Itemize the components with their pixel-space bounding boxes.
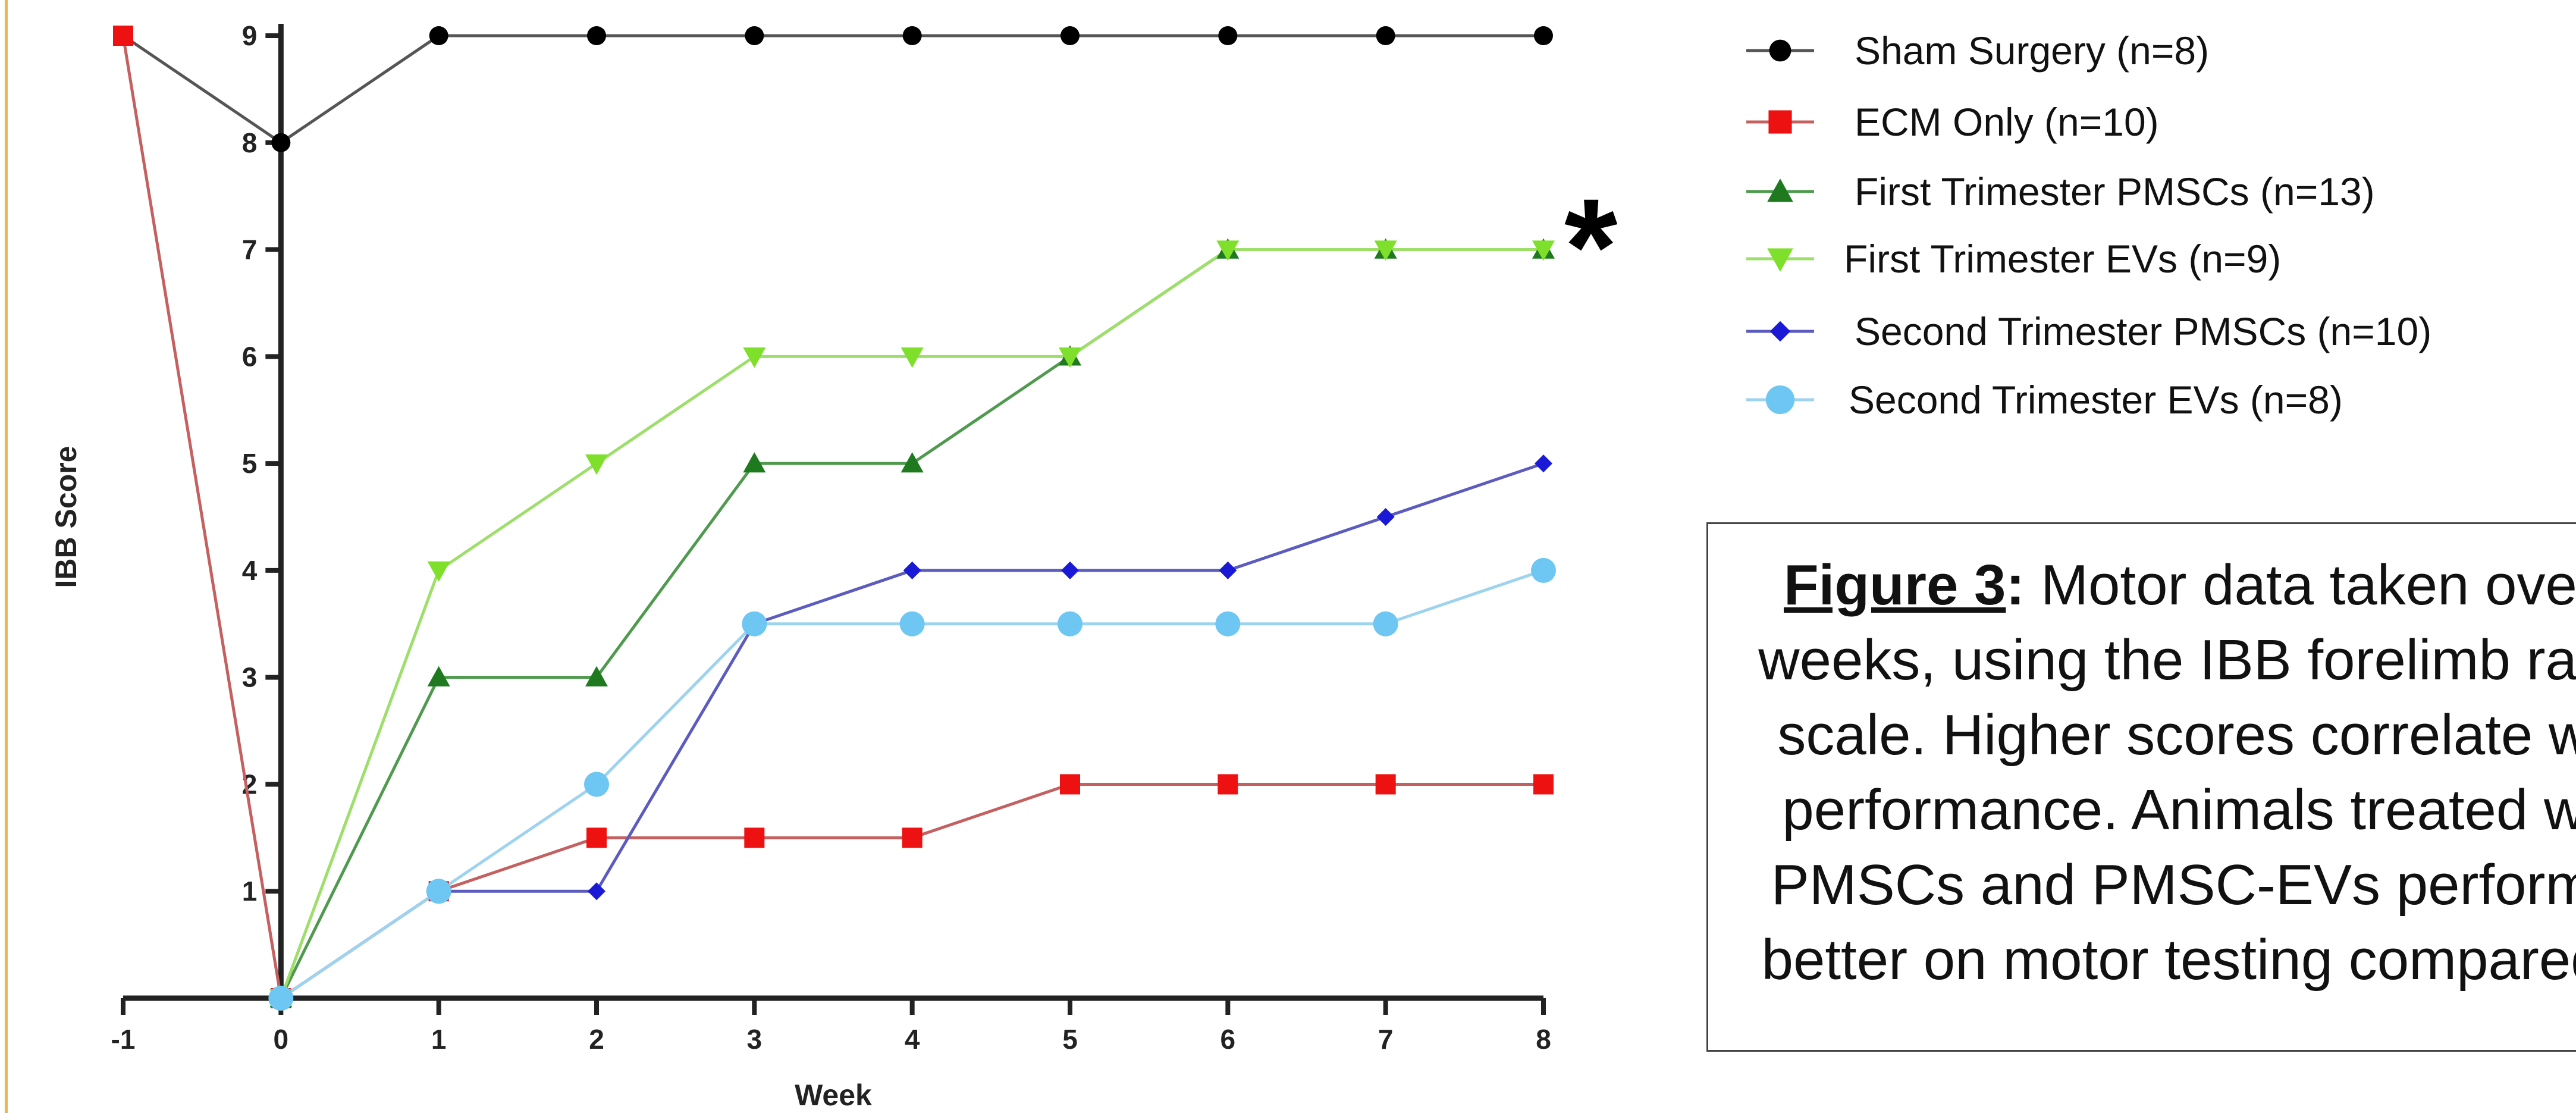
x-tick-label: -1: [111, 1024, 136, 1055]
figure-caption-colon: :: [2006, 553, 2025, 617]
data-point-series-4: [1061, 561, 1079, 579]
figure-caption-label: Figure 3: [1784, 553, 2006, 617]
data-point-series-0: [1218, 26, 1238, 45]
data-point-series-4: [903, 561, 921, 579]
legend-marker: [1769, 321, 1791, 342]
x-tick-label: 0: [274, 1024, 289, 1055]
significance-asterisk: *: [1564, 170, 1618, 323]
data-point-series-5: [584, 772, 609, 797]
data-point-series-3: [1216, 240, 1240, 261]
page-frame-line: [5, 0, 8, 1113]
data-point-series-3: [1532, 240, 1555, 261]
data-point-series-3: [1059, 347, 1081, 368]
data-point-series-4: [588, 882, 605, 901]
legend-marker: [1767, 178, 1793, 202]
legend-entry-label: Second Trimester EVs (n=8): [1849, 378, 2343, 422]
x-tick-label: 6: [1220, 1024, 1236, 1055]
data-point-series-3: [743, 347, 766, 368]
data-point-series-0: [1060, 26, 1080, 45]
data-point-series-4: [1376, 508, 1395, 526]
data-point-series-3: [900, 347, 924, 368]
legend-entry-label: First Trimester EVs (n=9): [1844, 237, 2281, 281]
series-lines: [121, 34, 1544, 1000]
x-tick-label: 2: [589, 1024, 604, 1055]
series-line-4: [280, 462, 1544, 1000]
x-tick-label: 4: [905, 1024, 920, 1055]
data-point-series-1: [902, 827, 923, 848]
data-point-series-2: [900, 452, 924, 473]
chart-legend: Sham Surgery (n=8) ECM Only (n=10) First T…: [1746, 29, 2431, 422]
y-tick-label: 5: [242, 448, 258, 479]
y-tick-label: 7: [242, 234, 258, 265]
data-point-series-0: [587, 26, 606, 45]
figure-caption-box: Figure 3: Motor data taken over 8 weeks,…: [1706, 522, 2576, 1052]
data-point-series-3: [585, 454, 608, 475]
axis-labels: Week IBB Score: [49, 446, 872, 1112]
data-point-series-3: [427, 561, 450, 582]
x-axis-title: Week: [795, 1078, 872, 1112]
data-point-series-1: [1375, 774, 1396, 795]
data-point-series-1: [113, 26, 133, 46]
data-point-series-1: [744, 827, 765, 848]
data-point-series-4: [1219, 561, 1237, 579]
x-tick-label: 7: [1378, 1024, 1394, 1055]
x-tick-label: 1: [431, 1024, 447, 1055]
data-point-series-1: [586, 827, 607, 848]
data-point-series-3: [1374, 240, 1397, 261]
data-point-series-0: [271, 133, 291, 152]
series-markers: [113, 26, 1556, 1011]
y-tick-label: 9: [242, 20, 258, 51]
data-point-series-0: [1376, 26, 1395, 45]
legend-marker: [1765, 385, 1795, 415]
data-point-series-0: [745, 26, 764, 45]
data-point-series-0: [902, 26, 922, 45]
figure-caption-text: Motor data taken over 8 weeks, using the…: [1758, 553, 2576, 992]
data-point-series-2: [427, 666, 450, 686]
data-point-series-5: [268, 986, 294, 1011]
legend-entry-label: Second Trimester PMSCs (n=10): [1855, 309, 2431, 353]
y-tick-label: 3: [242, 662, 258, 693]
data-point-series-5: [1531, 557, 1556, 583]
data-point-series-5: [426, 879, 451, 904]
data-point-series-5: [742, 611, 767, 637]
y-tick-label: 8: [242, 127, 258, 158]
series-line-0: [122, 34, 1543, 145]
data-point-series-0: [429, 26, 448, 45]
data-point-series-2: [585, 666, 608, 686]
legend-marker: [1768, 110, 1792, 134]
data-point-series-1: [1533, 774, 1554, 795]
legend-marker: [1767, 248, 1793, 272]
legend-entry-label: ECM Only (n=10): [1855, 100, 2159, 144]
legend-entry-label: First Trimester PMSCs (n=13): [1855, 170, 2375, 214]
y-tick-label: 1: [242, 876, 258, 907]
figure-caption: Figure 3: Motor data taken over 8 weeks,…: [1708, 548, 2576, 998]
series-line-1: [121, 35, 1543, 1000]
x-tick-label: 8: [1536, 1024, 1551, 1055]
data-point-series-5: [1373, 611, 1398, 637]
data-point-series-0: [1534, 26, 1553, 45]
data-point-series-5: [899, 611, 925, 637]
legend-marker: [1769, 39, 1791, 62]
y-tick-label: 6: [242, 341, 258, 372]
data-point-series-5: [1215, 611, 1241, 637]
x-tick-label: 5: [1062, 1024, 1078, 1055]
legend-entry-label: Sham Surgery (n=8): [1855, 29, 2209, 73]
data-point-series-4: [1535, 454, 1552, 473]
y-axis-title: IBB Score: [49, 446, 83, 588]
data-point-series-1: [1060, 774, 1080, 795]
data-point-series-5: [1058, 611, 1083, 637]
data-point-series-1: [1218, 774, 1238, 795]
data-point-series-2: [743, 452, 766, 473]
x-tick-label: 3: [747, 1024, 763, 1055]
y-tick-label: 4: [242, 555, 258, 586]
